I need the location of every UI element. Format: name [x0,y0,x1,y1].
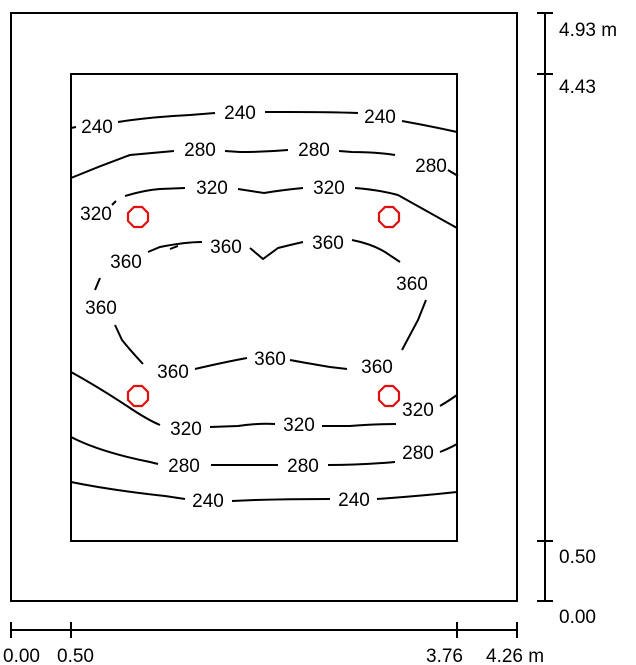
room-outline [10,12,518,602]
label-360-bottom-center: 360 [254,349,286,370]
contour-240-bottom [70,481,458,502]
label-320-bottom-right: 320 [402,400,434,421]
label-240-top-center: 240 [224,103,256,124]
x-dim-label-0: 0.00 [3,646,40,665]
label-360-upper-left: 360 [110,252,142,273]
calculation-area-outline [70,73,458,542]
label-240-top-right: 240 [364,107,396,128]
label-360-left: 360 [85,298,117,319]
label-280-top-left: 280 [184,140,216,161]
x-dim-label-3: 4.26 m [486,646,544,665]
contour-240-top [70,111,458,133]
label-360-top-right: 360 [312,233,344,254]
label-280-top-right: 280 [415,156,447,177]
label-240-top-left: 240 [81,117,113,138]
y-dim-label-1: 4.43 [559,77,596,98]
contour-320-bottom [70,371,458,428]
label-320-bottom-left: 320 [170,419,202,440]
luminaire-top-left [126,205,150,229]
y-dim-label-3: 0.00 [559,607,596,628]
label-320-top-center: 320 [196,178,228,199]
y-dim-label-0: 4.93 m [559,20,617,41]
label-320-top-left: 320 [80,204,112,225]
label-280-bottom-center: 280 [287,456,319,477]
contour-280-bottom [70,436,458,466]
x-dim-label-1: 0.50 [57,646,94,665]
label-280-bottom-right: 280 [402,443,434,464]
y-dim-label-2: 0.50 [559,547,596,568]
contour-320-top [111,187,458,229]
label-360-bottom-right: 360 [361,357,393,378]
luminaire-top-right [377,205,401,229]
contour-360 [94,239,427,370]
label-320-bottom-center: 320 [283,415,315,436]
label-240-bottom-right: 240 [338,490,370,511]
contour-280-top [70,149,459,179]
luminaire-bottom-right [377,384,401,408]
label-280-top-center: 280 [298,140,330,161]
label-280-bottom-left: 280 [168,456,200,477]
label-360-bottom-left: 360 [157,362,189,383]
label-360-right: 360 [396,274,428,295]
x-dim-label-2: 3.76 [426,646,463,665]
label-240-bottom-left: 240 [192,491,224,512]
luminaire-bottom-left [126,384,150,408]
label-320-top-right: 320 [313,178,345,199]
label-360-top-center: 360 [210,237,242,258]
